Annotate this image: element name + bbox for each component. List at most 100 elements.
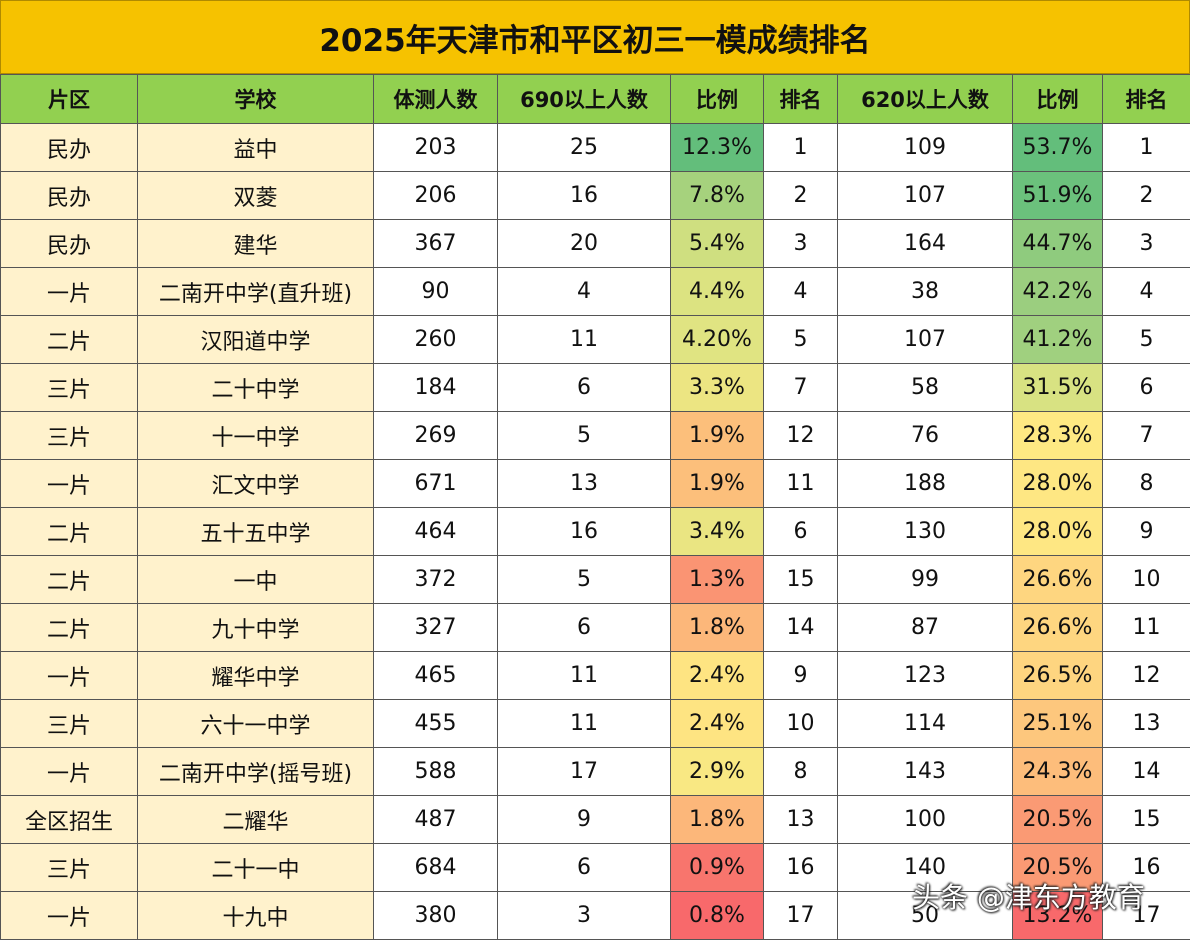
school-cell: 一中 — [138, 556, 374, 604]
rank-620-cell: 5 — [1103, 316, 1190, 364]
header-count-620: 620以上人数 — [838, 75, 1013, 124]
count-690-cell: 5 — [498, 412, 671, 460]
ratio-690-cell: 7.8% — [671, 172, 764, 220]
ratio-620-cell: 44.7% — [1013, 220, 1103, 268]
rank-620-cell: 9 — [1103, 508, 1190, 556]
ratio-620-cell: 26.6% — [1013, 556, 1103, 604]
count-690-cell: 25 — [498, 124, 671, 172]
rank-620-cell: 10 — [1103, 556, 1190, 604]
school-cell: 二南开中学(摇号班) — [138, 748, 374, 796]
ratio-620-cell: 28.0% — [1013, 508, 1103, 556]
ratio-690-cell: 1.8% — [671, 796, 764, 844]
rank-690-cell: 17 — [764, 892, 838, 940]
district-cell: 民办 — [1, 124, 138, 172]
count-690-cell: 4 — [498, 268, 671, 316]
tested-count-cell: 465 — [374, 652, 498, 700]
count-690-cell: 6 — [498, 364, 671, 412]
header-district: 片区 — [1, 75, 138, 124]
rank-620-cell: 3 — [1103, 220, 1190, 268]
rank-620-cell: 6 — [1103, 364, 1190, 412]
count-690-cell: 11 — [498, 316, 671, 364]
count-620-cell: 109 — [838, 124, 1013, 172]
ratio-690-cell: 3.3% — [671, 364, 764, 412]
rank-690-cell: 3 — [764, 220, 838, 268]
count-690-cell: 11 — [498, 652, 671, 700]
ratio-620-cell: 24.3% — [1013, 748, 1103, 796]
count-690-cell: 20 — [498, 220, 671, 268]
header-count-690: 690以上人数 — [498, 75, 671, 124]
rank-620-cell: 12 — [1103, 652, 1190, 700]
rank-690-cell: 12 — [764, 412, 838, 460]
count-620-cell: 188 — [838, 460, 1013, 508]
rank-690-cell: 6 — [764, 508, 838, 556]
district-cell: 三片 — [1, 364, 138, 412]
count-620-cell: 114 — [838, 700, 1013, 748]
rank-690-cell: 4 — [764, 268, 838, 316]
school-cell: 建华 — [138, 220, 374, 268]
rank-620-cell: 7 — [1103, 412, 1190, 460]
district-cell: 全区招生 — [1, 796, 138, 844]
table-title: 2025年天津市和平区初三一模成绩排名 — [0, 0, 1190, 74]
school-cell: 二南开中学(直升班) — [138, 268, 374, 316]
district-cell: 一片 — [1, 268, 138, 316]
rank-620-cell: 15 — [1103, 796, 1190, 844]
rank-690-cell: 5 — [764, 316, 838, 364]
count-690-cell: 9 — [498, 796, 671, 844]
school-cell: 耀华中学 — [138, 652, 374, 700]
header-ratio-690: 比例 — [671, 75, 764, 124]
district-cell: 二片 — [1, 604, 138, 652]
ratio-620-cell: 25.1% — [1013, 700, 1103, 748]
ratio-690-cell: 2.9% — [671, 748, 764, 796]
tested-count-cell: 206 — [374, 172, 498, 220]
district-cell: 一片 — [1, 892, 138, 940]
watermark: 头条 @津东方教育 — [912, 876, 1145, 916]
header-rank-620: 排名 — [1103, 75, 1190, 124]
count-690-cell: 6 — [498, 604, 671, 652]
school-cell: 汇文中学 — [138, 460, 374, 508]
ratio-690-cell: 1.9% — [671, 412, 764, 460]
header-school: 学校 — [138, 75, 374, 124]
count-620-cell: 87 — [838, 604, 1013, 652]
rank-690-cell: 9 — [764, 652, 838, 700]
count-690-cell: 16 — [498, 172, 671, 220]
count-690-cell: 13 — [498, 460, 671, 508]
ranking-table: 片区 学校 体测人数 690以上人数 比例 排名 620以上人数 比例 排名 民… — [0, 74, 1190, 940]
ratio-690-cell: 4.4% — [671, 268, 764, 316]
count-690-cell: 5 — [498, 556, 671, 604]
rank-690-cell: 2 — [764, 172, 838, 220]
header-row: 片区 学校 体测人数 690以上人数 比例 排名 620以上人数 比例 排名 — [1, 75, 1190, 124]
ratio-690-cell: 0.8% — [671, 892, 764, 940]
tested-count-cell: 671 — [374, 460, 498, 508]
rank-620-cell: 8 — [1103, 460, 1190, 508]
school-cell: 六十一中学 — [138, 700, 374, 748]
district-cell: 民办 — [1, 172, 138, 220]
district-cell: 一片 — [1, 652, 138, 700]
tested-count-cell: 184 — [374, 364, 498, 412]
school-cell: 双菱 — [138, 172, 374, 220]
school-cell: 益中 — [138, 124, 374, 172]
ratio-620-cell: 26.5% — [1013, 652, 1103, 700]
ratio-690-cell: 12.3% — [671, 124, 764, 172]
tested-count-cell: 367 — [374, 220, 498, 268]
ratio-690-cell: 2.4% — [671, 652, 764, 700]
rank-620-cell: 4 — [1103, 268, 1190, 316]
tested-count-cell: 464 — [374, 508, 498, 556]
rank-620-cell: 1 — [1103, 124, 1190, 172]
school-cell: 五十五中学 — [138, 508, 374, 556]
tested-count-cell: 327 — [374, 604, 498, 652]
header-rank-690: 排名 — [764, 75, 838, 124]
school-cell: 九十中学 — [138, 604, 374, 652]
district-cell: 二片 — [1, 316, 138, 364]
ratio-690-cell: 5.4% — [671, 220, 764, 268]
count-690-cell: 3 — [498, 892, 671, 940]
district-cell: 一片 — [1, 460, 138, 508]
ratio-620-cell: 53.7% — [1013, 124, 1103, 172]
rank-620-cell: 14 — [1103, 748, 1190, 796]
